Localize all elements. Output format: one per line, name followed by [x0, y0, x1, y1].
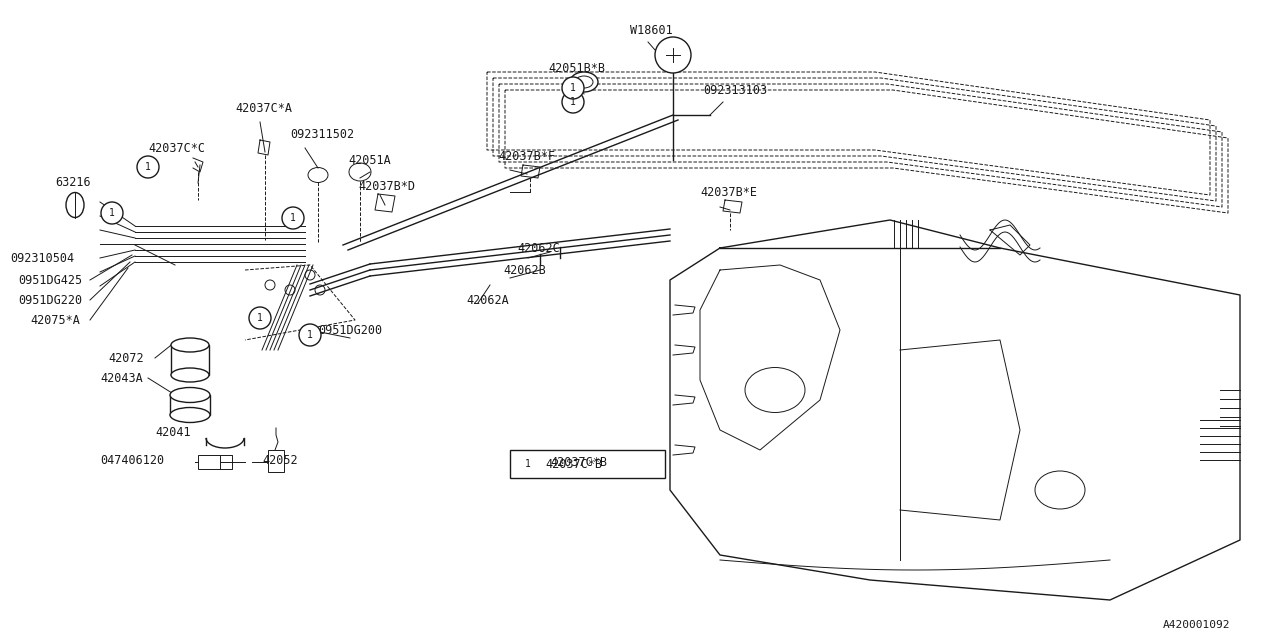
Text: 0951DG200: 0951DG200 — [317, 323, 383, 337]
Circle shape — [562, 91, 584, 113]
Bar — [198, 455, 220, 469]
Text: 047406120: 047406120 — [100, 454, 164, 467]
Ellipse shape — [170, 408, 210, 422]
Text: 42041: 42041 — [155, 426, 191, 438]
Text: A420001092: A420001092 — [1162, 620, 1230, 630]
Text: 42062C: 42062C — [517, 241, 559, 255]
Circle shape — [655, 37, 691, 73]
Bar — [170, 395, 210, 415]
Ellipse shape — [170, 387, 210, 403]
Circle shape — [282, 207, 305, 229]
Text: 42072: 42072 — [108, 351, 143, 365]
Circle shape — [518, 454, 538, 474]
Text: 42051B*B: 42051B*B — [548, 61, 605, 74]
Text: 0951DG220: 0951DG220 — [18, 294, 82, 307]
Circle shape — [101, 202, 123, 224]
Circle shape — [250, 307, 271, 329]
Text: 1: 1 — [307, 330, 312, 340]
Text: 1: 1 — [109, 208, 115, 218]
Text: 1: 1 — [525, 459, 531, 469]
Text: 1: 1 — [291, 213, 296, 223]
Text: 42037C*C: 42037C*C — [148, 141, 205, 154]
Bar — [268, 450, 284, 472]
Circle shape — [137, 156, 159, 178]
Text: 092311502: 092311502 — [291, 129, 355, 141]
Text: W18601: W18601 — [630, 24, 673, 36]
Text: 63216: 63216 — [55, 177, 91, 189]
Text: 1: 1 — [257, 313, 262, 323]
Ellipse shape — [172, 338, 209, 352]
Text: 42037B*E: 42037B*E — [700, 186, 756, 200]
Text: 42037B*F: 42037B*F — [498, 150, 556, 163]
Text: 42043A: 42043A — [100, 371, 143, 385]
Text: 42037C*B: 42037C*B — [545, 458, 602, 470]
Bar — [172, 345, 209, 375]
Text: 42037C*A: 42037C*A — [236, 102, 292, 115]
Text: 092310504: 092310504 — [10, 252, 74, 264]
Text: 42037C*B: 42037C*B — [550, 456, 607, 470]
Polygon shape — [669, 220, 1240, 600]
Ellipse shape — [570, 72, 598, 92]
Text: 1: 1 — [570, 97, 576, 107]
Text: 092313103: 092313103 — [703, 83, 767, 97]
Ellipse shape — [172, 368, 209, 382]
Circle shape — [562, 77, 584, 99]
Text: 1: 1 — [145, 162, 151, 172]
Text: 42051A: 42051A — [348, 154, 390, 168]
Text: 42037B*D: 42037B*D — [358, 179, 415, 193]
Text: 1: 1 — [570, 83, 576, 93]
Bar — [509, 450, 666, 478]
Text: 0951DG425: 0951DG425 — [18, 273, 82, 287]
Text: 42062A: 42062A — [466, 294, 508, 307]
Text: 42062B: 42062B — [503, 264, 545, 276]
Text: 42075*A: 42075*A — [29, 314, 79, 326]
Text: 42052: 42052 — [262, 454, 298, 467]
Circle shape — [300, 324, 321, 346]
